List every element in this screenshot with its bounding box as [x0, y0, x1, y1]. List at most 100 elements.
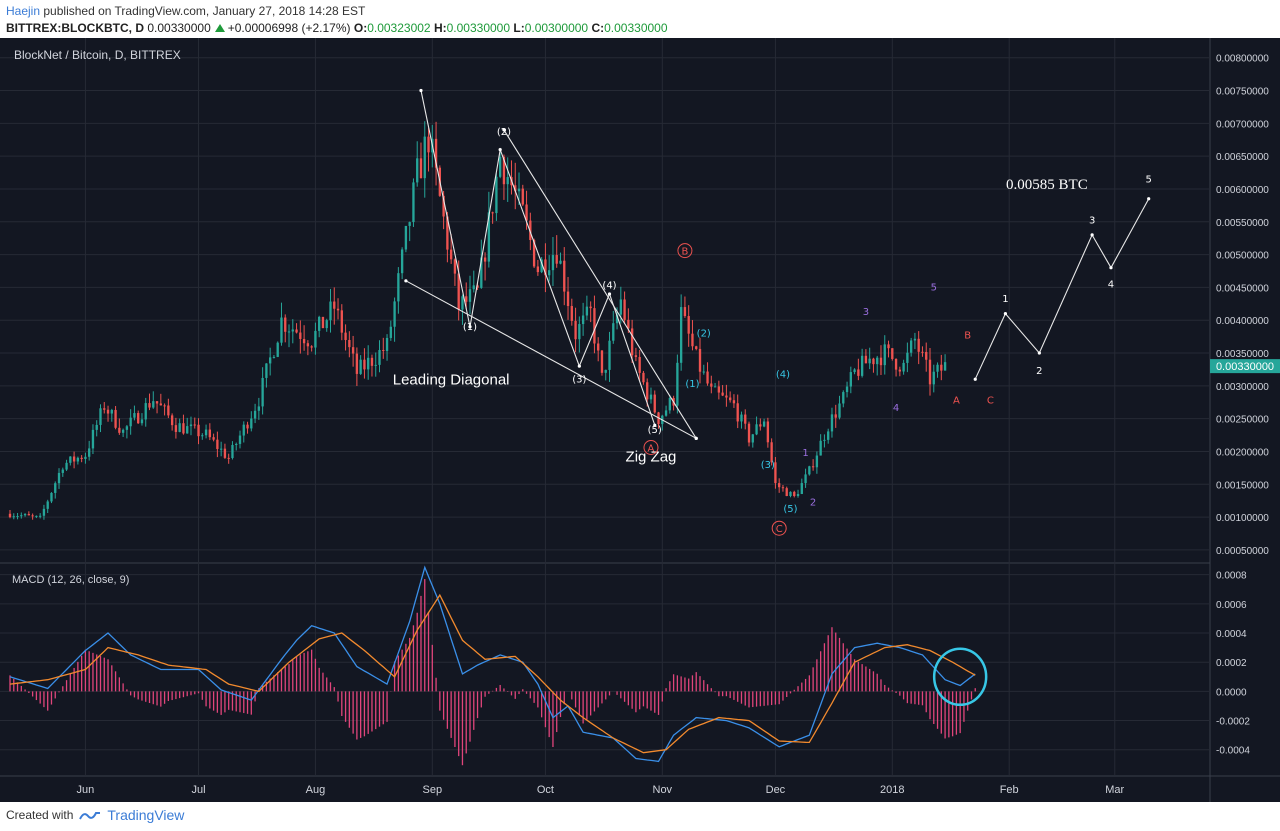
candle-body — [348, 339, 351, 348]
candle-body — [740, 414, 743, 422]
wave-label: B — [964, 331, 971, 342]
price-tick-label: 0.00750000 — [1216, 87, 1269, 98]
candle-body — [506, 177, 509, 185]
candle-body — [329, 301, 332, 321]
candle-body — [879, 357, 883, 366]
candle-body — [578, 324, 581, 340]
macd-tick-label: 0.0006 — [1216, 600, 1247, 611]
candle-body — [872, 358, 875, 365]
candle-body — [804, 474, 807, 484]
candle-body — [827, 431, 830, 440]
candle-body — [133, 413, 136, 418]
chart-area[interactable]: Leading Diagonal Zig Zag 0.00585 BTC (1) (2)… — [0, 38, 1280, 802]
wave-point — [973, 377, 977, 381]
wave-point — [502, 128, 506, 132]
candle-body — [227, 457, 230, 459]
candle-body — [702, 371, 705, 373]
candle-body — [99, 408, 102, 425]
candle-body — [340, 310, 343, 333]
candle-body — [532, 239, 536, 267]
candle-body — [902, 362, 905, 372]
price-tick-label: 0.00250000 — [1216, 415, 1269, 426]
candle-body — [80, 457, 83, 459]
candle-body — [336, 308, 340, 311]
candle-body — [155, 401, 159, 404]
candle-body — [400, 249, 404, 274]
price-tick-label: 0.00350000 — [1216, 349, 1269, 360]
tradingview-brand[interactable]: TradingView — [107, 807, 185, 823]
candle-body — [253, 410, 257, 419]
price-tick-label: 0.00650000 — [1216, 152, 1269, 163]
circled-wave-marker — [643, 440, 659, 455]
candle-body — [615, 314, 619, 324]
wave-label: 5 — [1146, 174, 1152, 185]
candle-body — [299, 332, 302, 339]
candle-body — [302, 338, 306, 344]
candle-body — [182, 423, 185, 434]
candle-body — [717, 386, 721, 393]
candle-body — [65, 462, 68, 470]
price-axis: 0.00050000 0.00100000 0.00150000 0.00200000… — [1216, 54, 1269, 557]
price-tick-label: 0.00400000 — [1216, 316, 1269, 327]
candle-body — [781, 487, 785, 489]
candle-body — [468, 289, 472, 302]
author-name[interactable]: Haejin — [6, 4, 41, 18]
candle-body — [921, 351, 924, 353]
wave-point — [694, 436, 698, 440]
candle-body — [178, 423, 181, 432]
candle-body — [272, 356, 276, 358]
candle-body — [408, 222, 411, 226]
grid-lines — [0, 38, 1210, 776]
candle-body — [321, 316, 325, 329]
candle-body — [480, 257, 483, 288]
candle-body — [54, 483, 57, 493]
candle-body — [389, 326, 392, 338]
time-tick-label: Jun — [77, 784, 95, 796]
candle-body — [491, 212, 494, 214]
candle-body — [646, 382, 649, 400]
candle-body — [574, 320, 577, 340]
wave-label: 4 — [1108, 279, 1114, 290]
candle-body — [8, 513, 12, 518]
candle-body — [72, 456, 76, 462]
price-tick-label: 0.00550000 — [1216, 218, 1269, 229]
candle-body — [114, 409, 117, 428]
candle-body — [860, 355, 864, 376]
candle-body — [668, 398, 672, 411]
price-tick-label: 0.00500000 — [1216, 251, 1269, 262]
time-axis: Jun Jul Aug Sep Oct Nov Dec 2018 Feb Mar — [77, 784, 1125, 796]
candle-body — [710, 383, 713, 387]
candle-body — [909, 340, 913, 353]
candle-body — [581, 315, 585, 325]
last-price: 0.00330000 — [147, 21, 211, 35]
candle-body — [721, 392, 724, 396]
candle-body — [759, 424, 762, 427]
candle-body — [623, 299, 626, 320]
candle-body — [242, 424, 245, 436]
price-tick-label: 0.00100000 — [1216, 513, 1269, 524]
candle-body — [857, 369, 860, 376]
price-change: +0.00006998 (+2.17%) — [227, 21, 351, 35]
candle-body — [830, 414, 834, 432]
candle-body — [593, 308, 596, 344]
wave-point — [404, 279, 408, 283]
candle-body — [736, 403, 739, 422]
macd-title: MACD (12, 26, close, 9) — [12, 574, 129, 586]
candle-body — [20, 515, 23, 517]
candle-body — [913, 338, 917, 341]
wave-point — [1147, 197, 1151, 201]
candle-body — [800, 483, 803, 494]
wave-label: (5) — [648, 425, 662, 436]
candle-body — [608, 340, 611, 370]
candle-body — [223, 448, 227, 458]
macd-tick-label: 0.0008 — [1216, 571, 1247, 582]
wave-point — [468, 325, 472, 329]
candle-body — [834, 414, 837, 418]
macd-tick-label: 0.0002 — [1216, 658, 1247, 669]
candle-body — [12, 516, 15, 518]
candle-body — [423, 136, 426, 179]
candle-body — [91, 429, 95, 449]
candle-body — [868, 358, 871, 364]
candle-body — [706, 371, 709, 384]
candle-body — [744, 414, 747, 424]
